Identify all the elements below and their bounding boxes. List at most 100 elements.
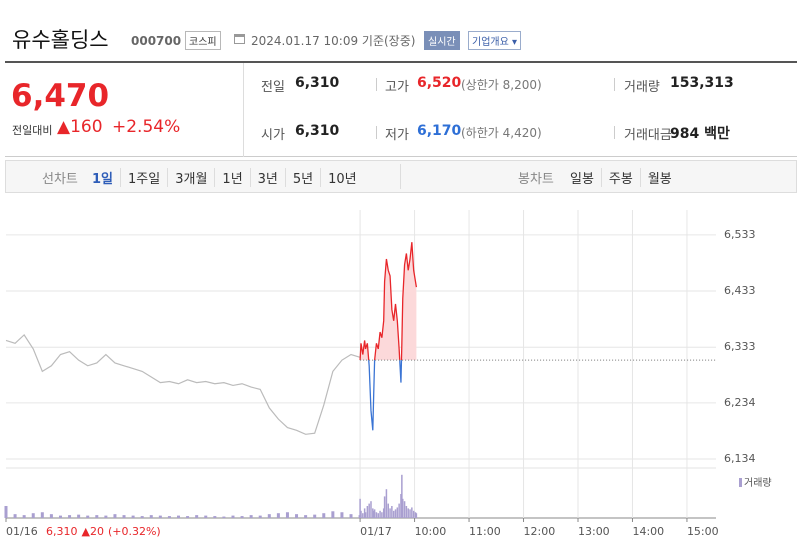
volume-bar (364, 512, 367, 518)
volume-bar (285, 512, 289, 518)
volume-bar (370, 501, 372, 518)
candle-tab[interactable]: 주봉 (600, 168, 640, 187)
change-rate: +2.54% (112, 117, 181, 137)
price-line (5, 333, 361, 435)
quote-divider (243, 63, 244, 157)
volume-bar (396, 507, 399, 518)
volume-bar (381, 512, 383, 518)
cell-label: 전일 (261, 80, 285, 95)
volume-bar (231, 515, 235, 518)
volume-bar (349, 514, 353, 518)
prev-day-close: 6,310 (46, 525, 78, 538)
cell-label: 고가 (385, 80, 409, 95)
volume-bar (177, 515, 181, 518)
stock-name[interactable]: 유수홀딩스 (12, 28, 109, 52)
change-label: 전일대비 (12, 124, 53, 137)
volume-bar (385, 489, 388, 518)
volume-bar (415, 513, 418, 518)
candle-tabs: 일봉 주봉 월봉 (563, 168, 679, 187)
candle-chart-label: 봉차트 (518, 172, 554, 187)
current-price: 6,470 (11, 78, 110, 114)
volume-bar (149, 515, 153, 518)
period-tab[interactable]: 1일 (92, 172, 114, 187)
volume-bar (414, 512, 417, 518)
stock-code: 000700 (131, 34, 182, 48)
cell-value: 6,520 (417, 75, 462, 91)
x-tick-label: 10:00 (415, 525, 447, 538)
price-line-up (359, 242, 418, 361)
volume-bar (368, 503, 370, 518)
cell-label: 시가 (261, 128, 285, 143)
volume-bar (366, 506, 369, 518)
candle-tab[interactable]: 일봉 (570, 172, 594, 187)
x-tick-label: 11:00 (469, 525, 501, 538)
x-tick-label: 12:00 (524, 525, 556, 538)
volume-bar (375, 512, 378, 518)
volume-bar (322, 513, 326, 518)
volume-bar (304, 515, 308, 518)
cell-value: 6,310 (295, 75, 340, 91)
volume-bar (373, 509, 376, 518)
volume-bar (403, 501, 406, 518)
period-tab[interactable]: 1년 (214, 168, 249, 187)
cell-label: 거래대금 (624, 128, 672, 143)
volume-bar (240, 516, 244, 518)
volume-bar (400, 494, 402, 518)
prev-day-change_rate: (+0.32%) (108, 525, 161, 538)
cell-value: 6,310 (295, 123, 340, 139)
y-tick-label: 6,533 (724, 228, 756, 241)
volume-bar (412, 510, 415, 518)
period-tab[interactable]: 3개월 (167, 168, 214, 187)
cell-separator (376, 126, 377, 139)
volume-bar (359, 498, 361, 518)
volume-bar (392, 510, 395, 518)
volume-bar (331, 511, 335, 518)
volume-legend: 거래량 (744, 477, 772, 489)
company-info-button[interactable]: 기업개요 ▾ (468, 31, 522, 50)
volume-bar (258, 515, 262, 518)
y-tick-label: 6,433 (724, 284, 756, 297)
tab-bar (5, 160, 797, 193)
prev-day-change: ▲20 (82, 525, 104, 538)
prev-day-info: 6,310 ▲20 (+0.32%) (46, 525, 161, 538)
volume-bar (86, 515, 90, 518)
volume-bar (387, 503, 389, 518)
cell-separator (376, 78, 377, 91)
volume-bar (313, 514, 317, 518)
volume-bar (276, 513, 280, 518)
volume-bar (383, 496, 386, 518)
volume-bar (158, 515, 162, 518)
volume-bar (295, 514, 299, 518)
period-tab[interactable]: 5년 (284, 168, 320, 187)
market-badge: 코스피 (185, 31, 221, 50)
period-tab[interactable]: 3년 (249, 168, 285, 187)
price-line-down (360, 360, 403, 431)
cell-value: 984 백만 (670, 126, 730, 142)
cell-value: 6,170 (417, 123, 462, 139)
volume-bar (22, 515, 26, 518)
volume-bar (122, 515, 126, 518)
y-tick-label: 6,134 (724, 452, 756, 465)
x-tick-label: 01/16 (6, 525, 38, 538)
x-tick-label: 01/17 (360, 525, 392, 538)
x-tick-label: 13:00 (578, 525, 610, 538)
y-tick-label: 6,234 (724, 396, 756, 409)
volume-bar (104, 515, 108, 518)
cell-value: 153,313 (670, 75, 734, 91)
volume-bar (391, 506, 393, 518)
volume-bar (377, 513, 380, 518)
calendar-icon (234, 34, 245, 44)
x-tick-label: 15:00 (687, 525, 719, 538)
volume-bar (363, 508, 366, 518)
cell-label: 저가 (385, 128, 409, 143)
volume-bar (186, 516, 190, 518)
period-tab[interactable]: 10년 (320, 168, 364, 187)
volume-bar (222, 516, 226, 518)
candle-tab[interactable]: 월봉 (639, 168, 679, 187)
period-tab[interactable]: 1주일 (120, 168, 167, 187)
volume-bar (409, 509, 411, 518)
timestamp: 2024.01.17 10:09 기준(장중) (251, 34, 416, 48)
volume-bar (68, 515, 72, 518)
company-info-label: 기업개요 (472, 37, 509, 48)
